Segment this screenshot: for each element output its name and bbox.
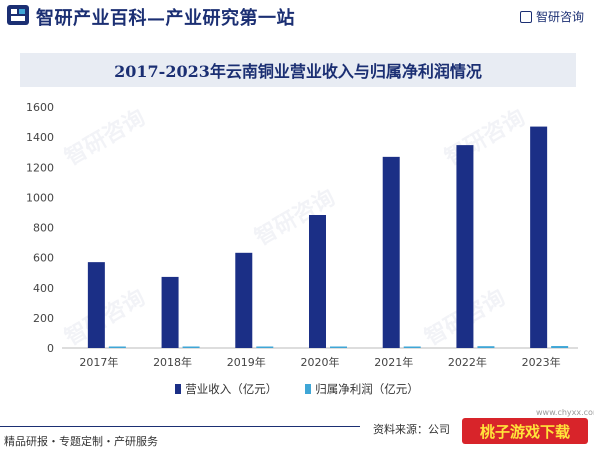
- brand-logo-icon: [519, 10, 532, 23]
- legend-swatch-net-profit: [305, 384, 312, 394]
- chart-title-box: 2017-2023年云南铜业营业收入与归属净利润情况: [20, 53, 576, 87]
- bar-revenue: [235, 252, 253, 348]
- footer-divider: [0, 426, 360, 427]
- y-tick-label: 1000: [26, 191, 54, 204]
- legend-label-net-profit: 归属净利润（亿元）: [315, 382, 419, 396]
- bar-revenue: [530, 126, 548, 348]
- legend-item-net-profit: 归属净利润（亿元）: [305, 381, 419, 397]
- x-tick-label: 2022年: [448, 355, 487, 369]
- x-tick-label: 2023年: [522, 355, 561, 369]
- site-url: www.chyxx.com: [536, 408, 594, 417]
- legend-swatch-revenue: [175, 384, 182, 394]
- bar-revenue: [309, 214, 326, 348]
- y-tick-label: 800: [33, 222, 54, 235]
- bar-net-profit: [182, 346, 200, 348]
- bar-net-profit: [256, 346, 274, 348]
- y-tick-label: 600: [33, 252, 54, 265]
- x-tick-label: 2019年: [227, 355, 266, 369]
- y-tick-label: 1200: [26, 161, 54, 174]
- legend-item-revenue: 营业收入（亿元）: [175, 381, 277, 397]
- y-tick-label: 0: [47, 342, 54, 355]
- y-tick-label: 1400: [26, 131, 54, 144]
- data-source: 资料来源：公司: [373, 423, 450, 436]
- bar-revenue: [87, 262, 105, 348]
- bar-net-profit: [403, 346, 421, 348]
- legend-label-revenue: 营业收入（亿元）: [185, 382, 278, 396]
- chart-title: 2017-2023年云南铜业营业收入与归属净利润情况: [114, 62, 482, 81]
- bar-net-profit: [330, 346, 347, 348]
- bar-revenue: [456, 145, 474, 348]
- bar-net-profit: [551, 346, 569, 348]
- site-title: 智研产业百科—产业研究第一站: [36, 8, 295, 29]
- x-tick-label: 2021年: [374, 355, 413, 369]
- download-badge[interactable]: 桃子游戏下载: [462, 418, 588, 444]
- bar-net-profit: [108, 346, 126, 348]
- x-tick-label: 2020年: [301, 355, 340, 369]
- bar-revenue: [382, 156, 400, 348]
- top-bar: 智研产业百科—产业研究第一站 智研咨询: [0, 0, 594, 30]
- x-tick-label: 2018年: [153, 355, 192, 369]
- brand: 智研咨询: [519, 8, 584, 25]
- x-tick-label: 2017年: [79, 355, 118, 369]
- y-tick-label: 200: [33, 312, 54, 325]
- footer-services: 精品研报・专题定制・产研服务: [4, 435, 158, 448]
- legend: 营业收入（亿元） 归属净利润（亿元）: [0, 381, 594, 397]
- bar-net-profit: [477, 346, 495, 348]
- y-tick-label: 1600: [26, 101, 54, 114]
- brand-name: 智研咨询: [535, 10, 584, 24]
- bar-revenue: [161, 276, 179, 348]
- logo-icon: [7, 5, 29, 25]
- y-tick-label: 400: [33, 282, 54, 295]
